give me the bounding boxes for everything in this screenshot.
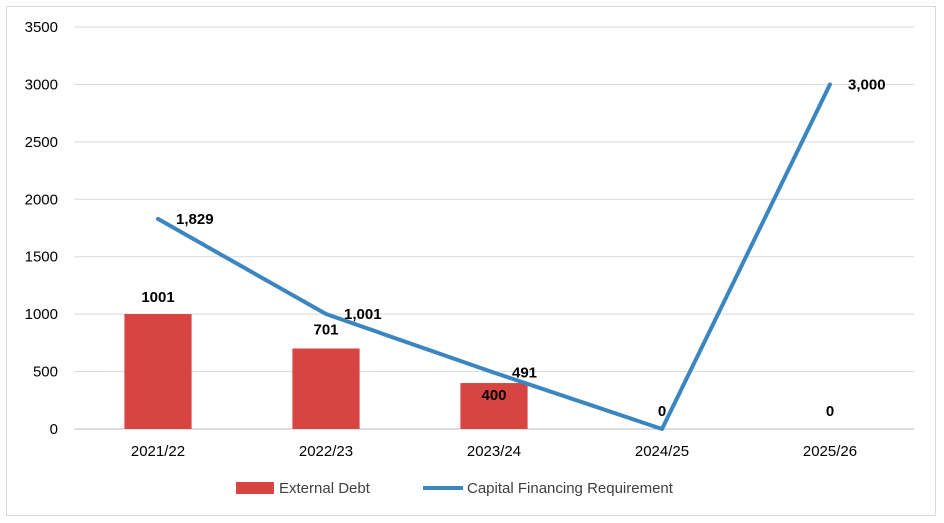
line-data-label: 1,001 bbox=[344, 306, 382, 323]
line-data-label: 491 bbox=[512, 365, 537, 382]
x-tick-label: 2024/25 bbox=[635, 443, 689, 460]
y-tick-label: 3500 bbox=[25, 19, 58, 36]
bar bbox=[124, 314, 192, 429]
y-tick-label: 500 bbox=[33, 364, 58, 381]
data-labels: 1001 701 400 0 1,829 1,001 491 0 3,000 bbox=[141, 76, 885, 420]
bar-data-label: 1001 bbox=[141, 289, 174, 306]
y-tick-label: 1500 bbox=[25, 249, 58, 266]
bar bbox=[460, 383, 528, 429]
x-tick-label: 2025/26 bbox=[803, 443, 857, 460]
y-tick-label: 2500 bbox=[25, 134, 58, 151]
y-tick-label: 1000 bbox=[25, 306, 58, 323]
y-tick-label: 0 bbox=[50, 421, 58, 438]
gridlines bbox=[74, 26, 914, 430]
legend-swatch-bar bbox=[236, 482, 274, 494]
line-data-label: 1,829 bbox=[176, 211, 214, 228]
legend-label: External Debt bbox=[279, 480, 371, 497]
y-axis-ticks: 0 500 1000 1500 2000 2500 3000 3500 bbox=[25, 19, 58, 438]
legend-label: Capital Financing Requirement bbox=[467, 480, 674, 497]
bars bbox=[124, 314, 528, 429]
line-path bbox=[156, 82, 832, 431]
x-axis-ticks: 2021/22 2022/23 2023/24 2024/25 2025/26 bbox=[131, 443, 857, 460]
bar-data-label: 701 bbox=[313, 321, 338, 338]
line-data-label: 3,000 bbox=[848, 76, 886, 93]
bar bbox=[292, 348, 360, 429]
bar-data-label: 0 bbox=[826, 403, 834, 420]
y-tick-label: 2000 bbox=[25, 191, 58, 208]
x-tick-label: 2022/23 bbox=[299, 443, 353, 460]
line-data-label: 0 bbox=[658, 403, 666, 420]
bar-data-label: 400 bbox=[481, 387, 506, 404]
x-tick-label: 2023/24 bbox=[467, 443, 521, 460]
x-tick-label: 2021/22 bbox=[131, 443, 185, 460]
chart-frame bbox=[6, 6, 936, 516]
y-tick-label: 3000 bbox=[25, 76, 58, 93]
line-series bbox=[156, 82, 832, 431]
legend: External Debt Capital Financing Requireme… bbox=[236, 480, 674, 497]
